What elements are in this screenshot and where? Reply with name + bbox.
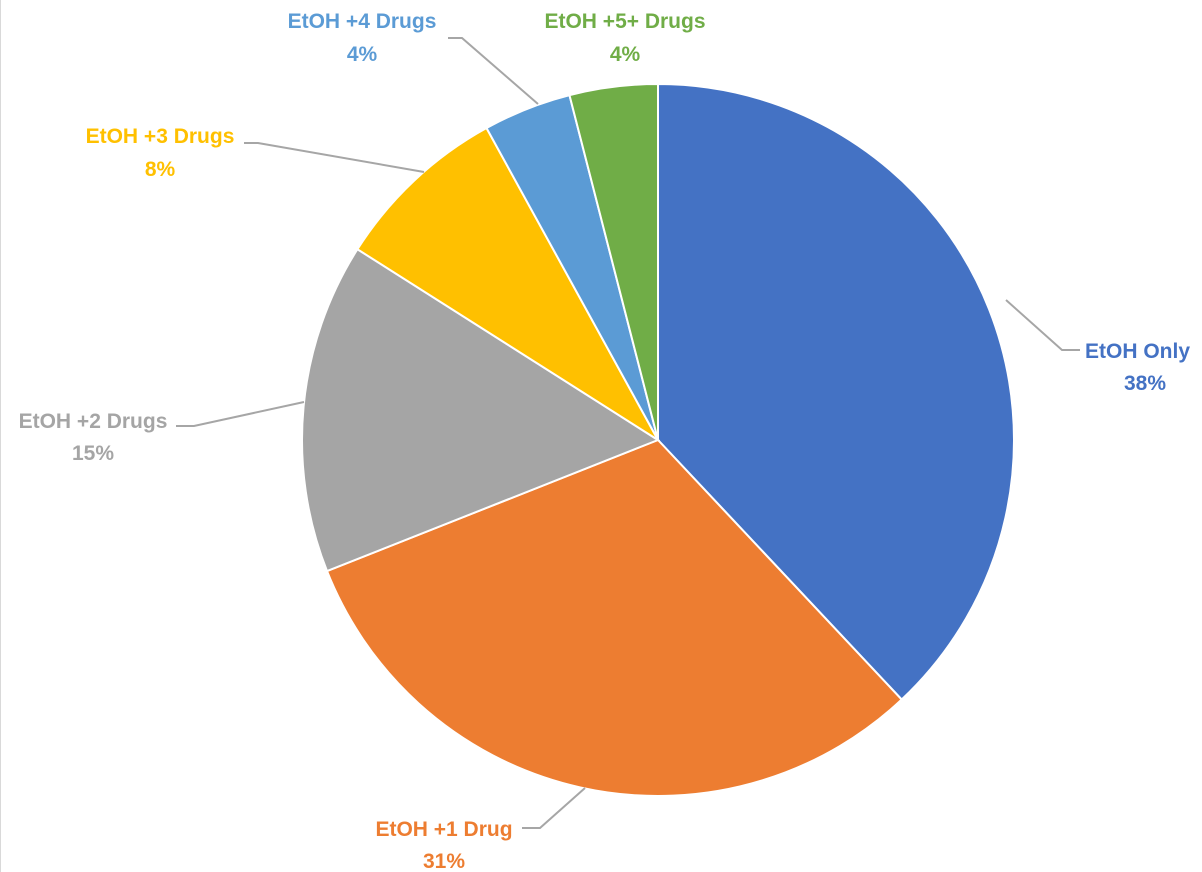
- leader-line-etoh-only: [1005, 299, 1080, 351]
- slice-label-etoh-plus-3-drugs: EtOH +3 Drugs: [86, 125, 235, 148]
- slice-percent-etoh-plus-2-drugs: 15%: [72, 442, 114, 465]
- slice-percent-etoh-plus-5plus-drugs: 4%: [610, 43, 641, 66]
- leader-line-etoh-plus-4-drugs: [448, 37, 539, 105]
- slice-percent-etoh-plus-4-drugs: 4%: [347, 43, 378, 66]
- slice-percent-etoh-only: 38%: [1124, 372, 1166, 395]
- pie-slice-etoh-plus-2-drugs: [301, 247, 661, 573]
- pie-slice-etoh-plus-5plus-drugs: [568, 82, 659, 441]
- leader-line-etoh-plus-1-drug: [522, 787, 586, 829]
- slice-percent-etoh-plus-1-drug: 31%: [423, 850, 465, 872]
- leader-line-etoh-plus-2-drugs: [176, 401, 305, 427]
- slice-percent-etoh-plus-3-drugs: 8%: [145, 158, 176, 181]
- chart-border: [0, 0, 1, 872]
- pie-slice-etoh-plus-3-drugs: [356, 126, 659, 441]
- pie-slice-etoh-plus-1-drug: [325, 438, 904, 797]
- slice-label-etoh-plus-5plus-drugs: EtOH +5+ Drugs: [544, 10, 705, 33]
- leader-line-etoh-plus-3-drugs: [244, 142, 425, 173]
- slice-label-etoh-plus-2-drugs: EtOH +2 Drugs: [19, 410, 168, 433]
- slice-label-etoh-plus-1-drug: EtOH +1 Drug: [375, 818, 512, 841]
- slice-label-etoh-only: EtOH Only: [1085, 340, 1190, 363]
- slice-label-etoh-plus-4-drugs: EtOH +4 Drugs: [288, 10, 437, 33]
- pie-slice-etoh-only: [657, 82, 1015, 701]
